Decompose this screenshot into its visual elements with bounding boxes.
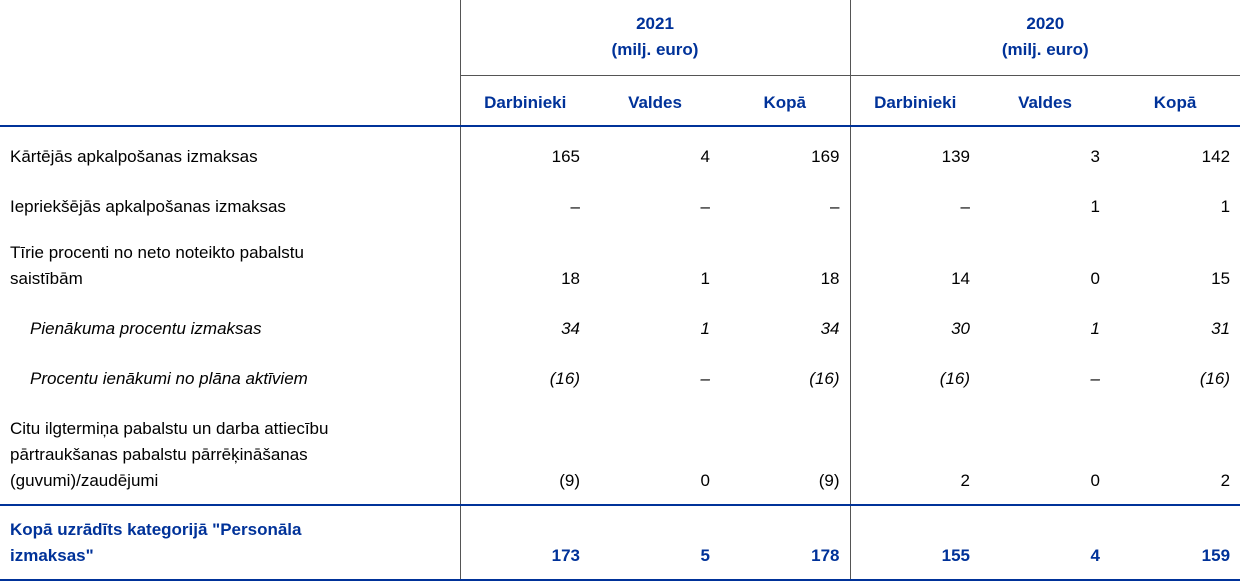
row-label: Kopā uzrādīts kategorijā "Personāla izmak… — [0, 504, 460, 581]
cell-value: 31 — [1211, 319, 1231, 338]
column-header: Kopā — [720, 75, 851, 127]
cell-value: 178 — [720, 504, 851, 581]
row-label: Kārtējās apkalpošanas izmaksas — [0, 126, 460, 180]
cell-value: 2 — [849, 402, 981, 505]
cell-value: – — [830, 197, 840, 216]
cell-value: 0 — [1090, 269, 1101, 288]
unit: (milj. euro) — [611, 40, 699, 60]
cell-value: 4 — [700, 147, 710, 166]
table-row: Pienākuma procentu izmaksas 34 1 34 30 1 31 — [0, 302, 1240, 352]
cell-value: 169 — [811, 147, 840, 166]
column-header: Kopā — [1110, 75, 1240, 127]
label-line: (guvumi)/zaudējumi — [10, 471, 159, 490]
corner — [0, 75, 460, 127]
cell-value: (16) — [809, 369, 840, 388]
column-header: Valdes — [590, 75, 720, 127]
label-line: Kopā uzrādīts kategorijā "Personāla — [10, 520, 302, 539]
year: 2021 — [636, 14, 674, 34]
cell-value: (16) — [849, 352, 981, 402]
cell-value: 15 — [1211, 269, 1231, 288]
column-header: Darbinieki — [459, 75, 590, 127]
cell-value: 155 — [849, 504, 981, 581]
table-row: Procentu ienākumi no plāna aktīviem (16) –… — [0, 352, 1240, 402]
table-row: Kopā uzrādīts kategorijā "Personāla izmak… — [0, 504, 1240, 581]
label-line: Pienākuma procentu izmaksas — [30, 319, 262, 338]
label-line: Procentu ienākumi no plāna aktīviem — [30, 369, 308, 388]
cell-value: – — [1090, 369, 1101, 388]
cell-value: 1 — [700, 319, 710, 338]
cell-value: 18 — [820, 269, 840, 288]
year-group: 2021 (milj. euro) — [459, 0, 851, 76]
cell-value: 18 — [459, 230, 590, 302]
table-row: Citu ilgtermiņa pabalstu un darba attiec… — [0, 402, 1240, 505]
unit: (milj. euro) — [1001, 40, 1089, 60]
cell-value: 142 — [1201, 147, 1231, 166]
cell-value: 1 — [1090, 319, 1101, 338]
label-line: saistībām — [10, 269, 83, 288]
cell-value: 14 — [849, 230, 981, 302]
column-header: Valdes — [980, 75, 1111, 127]
year-group: 2020 (milj. euro) — [849, 0, 1240, 76]
cell-value: 34 — [459, 302, 590, 352]
table-row: Kārtējās apkalpošanas izmaksas 165 4 169 139… — [0, 126, 1240, 180]
label-line: Kārtējās apkalpošanas izmaksas — [10, 147, 258, 166]
corner — [0, 0, 460, 75]
cell-value: 1 — [1220, 197, 1231, 216]
cell-value: (9) — [818, 471, 840, 490]
cell-value: – — [700, 197, 710, 216]
cell-value: 5 — [590, 504, 720, 581]
label-line: Iepriekšējās apkalpošanas izmaksas — [10, 197, 286, 216]
row-label: Tīrie procenti no neto noteikto pabalstu… — [0, 230, 460, 302]
column-header: Darbinieki — [849, 75, 981, 127]
cell-value: 1 — [1090, 197, 1101, 216]
cell-value: – — [700, 369, 710, 388]
label-line: izmaksas" — [10, 546, 94, 565]
row-label: Iepriekšējās apkalpošanas izmaksas — [0, 180, 460, 230]
cell-value: 3 — [1090, 147, 1101, 166]
cell-value: (16) — [459, 352, 590, 402]
label-line: Tīrie procenti no neto noteikto pabalstu — [10, 243, 304, 262]
year: 2020 — [1026, 14, 1065, 34]
table-row: Tīrie procenti no neto noteikto pabalstu… — [0, 230, 1240, 302]
row-label: Pienākuma procentu izmaksas — [0, 302, 460, 352]
cell-value: 4 — [980, 504, 1111, 581]
label-line: Citu ilgtermiņa pabalstu un darba attiec… — [10, 419, 329, 438]
cell-value: (9) — [459, 402, 590, 505]
cell-value: 1 — [700, 269, 710, 288]
cell-value: – — [849, 180, 981, 230]
cell-value: 2 — [1220, 471, 1231, 490]
cell-value: 139 — [849, 126, 981, 180]
cell-value: 0 — [1090, 471, 1101, 490]
cell-value: 34 — [820, 319, 840, 338]
cell-value: 159 — [1110, 504, 1240, 581]
row-label: Citu ilgtermiņa pabalstu un darba attiec… — [0, 402, 460, 505]
cell-value: 30 — [849, 302, 981, 352]
cell-value: (16) — [1199, 369, 1231, 388]
row-label: Procentu ienākumi no plāna aktīviem — [0, 352, 460, 402]
cell-value: 165 — [459, 126, 590, 180]
cell-value: – — [459, 180, 590, 230]
cell-value: 0 — [700, 471, 710, 490]
label-line: pārtraukšanas pabalstu pārrēķināšanas — [10, 445, 308, 464]
cell-value: 173 — [459, 504, 590, 581]
table-row: Iepriekšējās apkalpošanas izmaksas – – – –1 1 — [0, 180, 1240, 230]
